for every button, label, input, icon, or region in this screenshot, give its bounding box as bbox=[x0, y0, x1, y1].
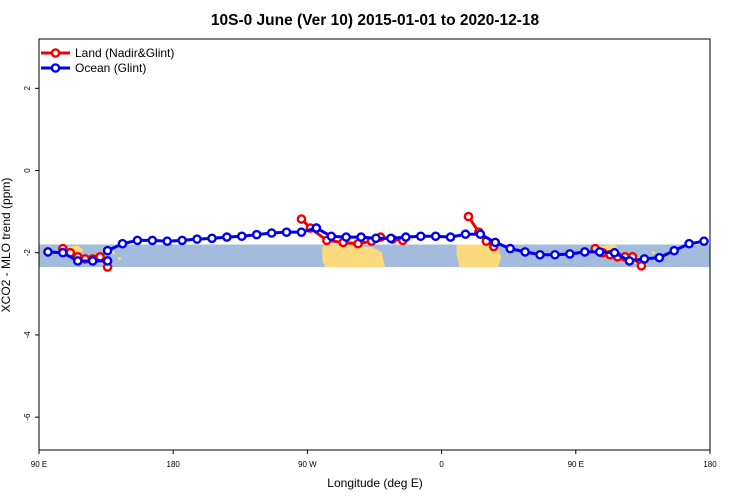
data-point bbox=[192, 234, 202, 244]
data-point bbox=[654, 252, 665, 263]
data-point bbox=[266, 228, 277, 238]
chart-title: 10S-0 June (Ver 10) 2015-01-01 to 2020-1… bbox=[211, 12, 540, 29]
x-axis-label: Longitude (deg E) bbox=[327, 476, 422, 490]
x-tick-label: 180 bbox=[703, 460, 717, 469]
data-point bbox=[430, 231, 441, 242]
x-tick-label: 90 E bbox=[568, 460, 584, 469]
y-tick-label: 2 bbox=[23, 86, 32, 91]
y-axis-ticks: 2 0 -2 -4 -6 bbox=[23, 86, 39, 421]
data-point bbox=[43, 247, 53, 257]
data-point bbox=[117, 238, 128, 249]
data-point bbox=[505, 243, 515, 254]
data-point bbox=[699, 236, 709, 247]
data-point bbox=[222, 232, 232, 242]
x-tick-label: 180 bbox=[167, 460, 181, 469]
legend-swatch-marker bbox=[50, 48, 61, 58]
data-point bbox=[72, 256, 83, 266]
legend-item: Land (Nadir&Glint) bbox=[41, 46, 174, 60]
data-point bbox=[490, 237, 501, 248]
legend-item: Ocean (Glint) bbox=[41, 61, 146, 75]
y-tick-label: -4 bbox=[23, 331, 32, 339]
series-ocean bbox=[43, 223, 709, 266]
legend: Land (Nadir&Glint)Ocean (Glint) bbox=[41, 46, 174, 75]
legend-swatch-marker bbox=[50, 63, 61, 73]
data-point bbox=[102, 256, 113, 266]
data-point bbox=[463, 211, 474, 222]
land-south-america bbox=[322, 244, 385, 268]
land-islet bbox=[118, 257, 122, 260]
data-point bbox=[207, 233, 217, 244]
data-point bbox=[669, 245, 680, 256]
land-islet bbox=[112, 251, 116, 254]
data-point bbox=[341, 232, 351, 242]
data-point bbox=[281, 227, 292, 237]
series-layer bbox=[43, 211, 709, 272]
data-point bbox=[415, 231, 426, 242]
data-point bbox=[251, 229, 262, 240]
data-point bbox=[445, 232, 456, 242]
data-point bbox=[386, 233, 396, 244]
data-point bbox=[95, 252, 105, 262]
data-point bbox=[162, 236, 173, 247]
data-point bbox=[475, 229, 486, 240]
data-point bbox=[594, 247, 605, 257]
data-point bbox=[356, 232, 366, 242]
y-axis-label: XCO2 - MLO trend (ppm) bbox=[0, 178, 13, 313]
data-point bbox=[401, 232, 411, 242]
data-point bbox=[177, 235, 187, 246]
x-tick-label: 90 W bbox=[298, 460, 317, 469]
data-point bbox=[311, 223, 322, 233]
legend-label: Ocean (Glint) bbox=[75, 61, 146, 75]
data-point bbox=[58, 247, 68, 258]
data-point bbox=[147, 235, 158, 246]
x-tick-label: 90 E bbox=[31, 460, 47, 469]
y-tick-label: -2 bbox=[23, 249, 32, 257]
data-point bbox=[609, 247, 620, 258]
data-point bbox=[296, 227, 307, 237]
data-point bbox=[296, 214, 307, 224]
data-point bbox=[639, 254, 650, 264]
data-point bbox=[371, 233, 381, 244]
y-tick-label: -6 bbox=[23, 413, 32, 421]
data-point bbox=[236, 231, 247, 242]
legend-label: Land (Nadir&Glint) bbox=[75, 46, 174, 60]
data-point bbox=[565, 249, 575, 259]
data-point bbox=[550, 249, 560, 260]
data-point bbox=[535, 249, 545, 260]
data-point bbox=[520, 247, 530, 257]
data-point bbox=[460, 229, 471, 240]
x-axis-ticks: 90 E 180 90 W 0 90 E 180 bbox=[31, 450, 717, 469]
data-point bbox=[579, 247, 590, 257]
data-point bbox=[132, 235, 143, 246]
data-point bbox=[684, 238, 694, 249]
data-point bbox=[624, 256, 635, 266]
y-tick-label: 0 bbox=[23, 168, 32, 173]
x-tick-label: 0 bbox=[439, 460, 444, 469]
data-point bbox=[87, 256, 98, 266]
data-point bbox=[102, 245, 113, 256]
plot-frame bbox=[38, 38, 711, 451]
data-point bbox=[326, 231, 337, 242]
land-africa bbox=[456, 244, 502, 268]
land-islet bbox=[651, 251, 655, 254]
